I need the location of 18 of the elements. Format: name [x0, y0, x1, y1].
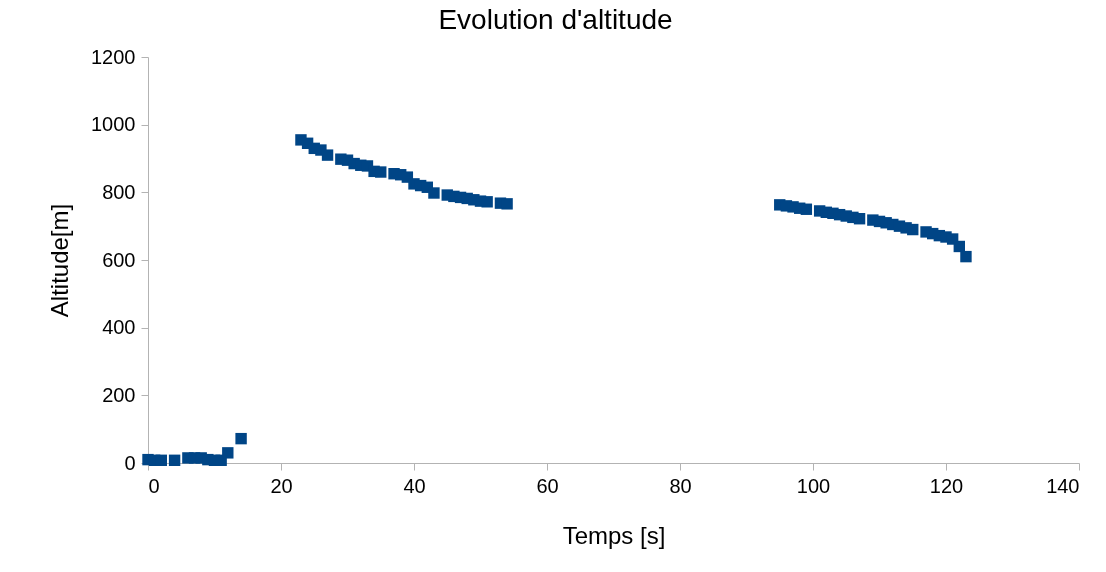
y-tick-label: 0	[124, 451, 136, 474]
x-tick-label: 60	[536, 474, 559, 497]
x-tick-label: 140	[1046, 474, 1080, 497]
chart-title: Evolution d'altitude	[438, 4, 673, 35]
x-tick-label: 80	[669, 474, 692, 497]
y-tick-label: 800	[102, 180, 136, 203]
y-tick-label: 400	[102, 316, 136, 339]
y-axis-title: Altitude[m]	[46, 203, 74, 318]
x-tick-label: 0	[148, 474, 160, 497]
y-tick-label: 1000	[91, 113, 136, 136]
y-tick-label: 1200	[91, 45, 136, 68]
y-tick-label: 200	[102, 383, 136, 406]
x-tick-label: 100	[796, 474, 831, 497]
x-tick-label: 120	[929, 474, 964, 497]
x-tick-label: 40	[403, 474, 426, 497]
x-tick-label: 20	[270, 474, 293, 497]
y-tick-label: 600	[102, 248, 136, 271]
x-axis-title: Temps [s]	[562, 521, 666, 549]
